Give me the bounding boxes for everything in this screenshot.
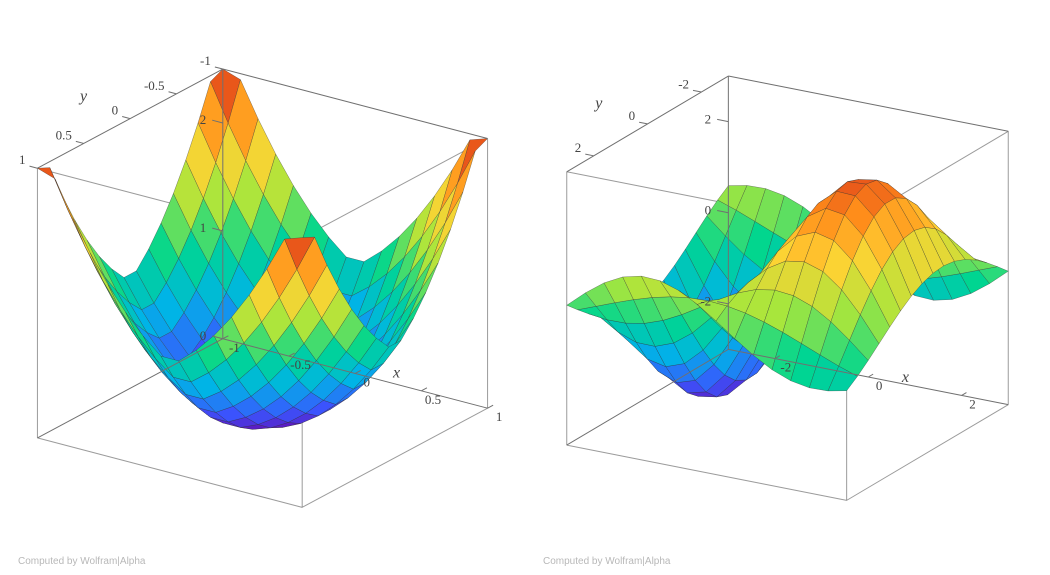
plot-container: Computed by Wolfram|Alpha Computed by Wo… bbox=[0, 0, 1050, 575]
surface-plot-right bbox=[535, 10, 1040, 545]
credit-text-left: Computed by Wolfram|Alpha bbox=[18, 556, 145, 567]
surface-plot-left bbox=[10, 10, 515, 545]
credit-text-right: Computed by Wolfram|Alpha bbox=[543, 556, 670, 567]
plot-panel-left: Computed by Wolfram|Alpha bbox=[0, 0, 525, 575]
plot-panel-right: Computed by Wolfram|Alpha bbox=[525, 0, 1050, 575]
